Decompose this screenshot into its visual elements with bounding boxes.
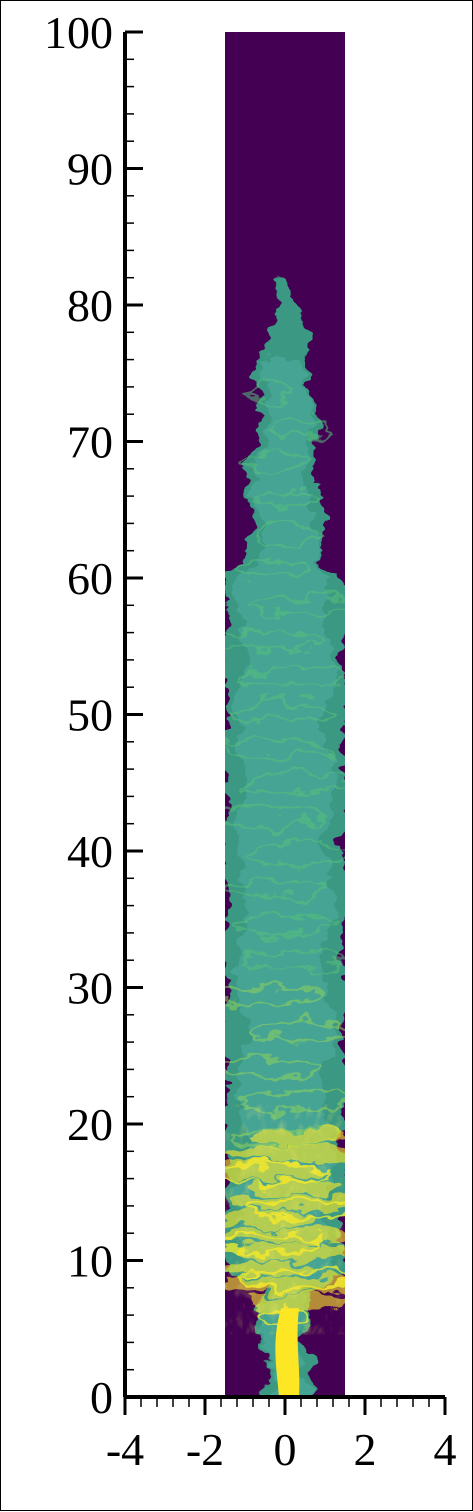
y-tick-label: 70: [67, 417, 113, 468]
y-tick-label: 100: [44, 7, 113, 58]
y-tick-label: 40: [67, 826, 113, 877]
y-tick-label: 80: [67, 280, 113, 331]
plume-field: [225, 277, 345, 1397]
vortex-roll: [235, 559, 310, 581]
vortex-roll: [225, 985, 327, 1007]
inlet-jet: [275, 1308, 300, 1397]
vortex-roll: [243, 843, 345, 865]
x-tick-label: -4: [106, 1424, 144, 1475]
vortex-roll: [225, 878, 333, 900]
x-tick-label: 4: [434, 1424, 457, 1475]
vortex-roll: [238, 665, 345, 687]
vortex-roll: [225, 1056, 328, 1078]
y-tick-label: 0: [90, 1372, 113, 1423]
vortex-roll: [235, 1091, 345, 1113]
y-tick-label: 50: [67, 690, 113, 741]
y-tick-label: 20: [67, 1099, 113, 1150]
x-tick-label: -2: [186, 1424, 224, 1475]
y-tick-label: 60: [67, 553, 113, 604]
vortex-roll: [245, 1020, 345, 1042]
vortex-roll: [245, 594, 345, 616]
vortex-roll: [228, 701, 340, 723]
vortex-roll: [225, 736, 334, 758]
y-tick-label: 30: [67, 963, 113, 1014]
vortex-roll: [244, 381, 295, 403]
vortex-roll: [255, 488, 321, 510]
texture-overlay: [225, 1124, 345, 1316]
vortex-roll: [244, 452, 305, 474]
x-tick-label: 0: [274, 1424, 297, 1475]
vortex-roll: [243, 772, 345, 794]
vortex-roll: [272, 417, 328, 439]
vortex-roll: [256, 523, 326, 545]
vortex-roll: [225, 630, 326, 652]
vortex-roll: [238, 949, 345, 971]
y-tick-label: 10: [67, 1236, 113, 1287]
vortex-roll: [225, 807, 325, 829]
x-tick-label: 2: [354, 1424, 377, 1475]
y-tick-label: 90: [67, 144, 113, 195]
vortex-roll: [228, 914, 340, 936]
